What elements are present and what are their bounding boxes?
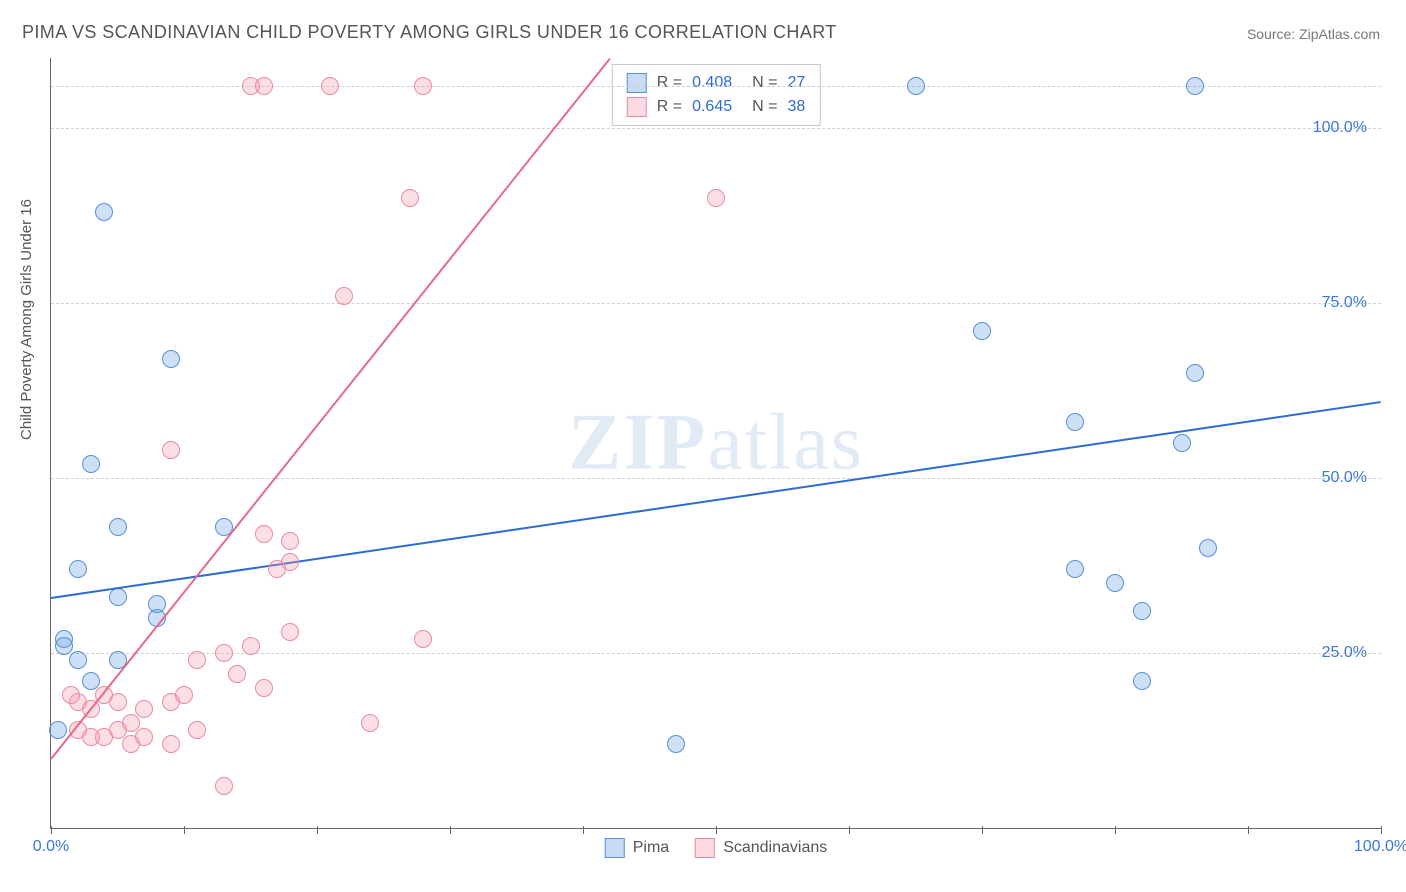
gridline [51,128,1381,129]
watermark-bold: ZIP [568,399,707,487]
data-point[interactable] [1133,602,1151,620]
y-tick-label: 50.0% [1322,469,1367,487]
x-tick-mark [184,826,185,834]
data-point[interactable] [255,679,273,697]
data-point[interactable] [361,714,379,732]
data-point[interactable] [109,588,127,606]
x-tick-label: 0.0% [33,838,69,856]
x-tick-mark [317,826,318,834]
legend-label-pima: Pima [633,839,669,857]
data-point[interactable] [321,77,339,95]
swatch-scandinavians [695,838,715,858]
legend-row-scandinavians: R = 0.645 N = 38 [627,95,806,119]
data-point[interactable] [228,665,246,683]
swatch-scandinavians [627,97,647,117]
y-tick-label: 75.0% [1322,294,1367,312]
watermark-light: atlas [707,399,864,487]
data-point[interactable] [1133,672,1151,690]
r-label: R = [657,95,682,119]
data-point[interactable] [95,203,113,221]
data-point[interactable] [281,532,299,550]
data-point[interactable] [162,350,180,368]
x-tick-mark [51,826,52,834]
r-value-pima: 0.408 [692,71,732,95]
data-point[interactable] [162,441,180,459]
data-point[interactable] [1066,560,1084,578]
series-legend: Pima Scandinavians [605,838,828,858]
x-tick-mark [849,826,850,834]
y-axis-label: Child Poverty Among Girls Under 16 [18,199,35,440]
x-tick-mark [1115,826,1116,834]
x-tick-mark [982,826,983,834]
data-point[interactable] [281,623,299,641]
data-point[interactable] [255,525,273,543]
data-point[interactable] [188,651,206,669]
n-value-pima: 27 [787,71,805,95]
legend-row-pima: R = 0.408 N = 27 [627,71,806,95]
trend-line [51,401,1381,599]
data-point[interactable] [1199,539,1217,557]
data-point[interactable] [1106,574,1124,592]
correlation-legend: R = 0.408 N = 27 R = 0.645 N = 38 [612,64,821,126]
plot-area: ZIPatlas R = 0.408 N = 27 R = 0.645 N = … [50,58,1381,829]
x-tick-mark [1248,826,1249,834]
chart-title: PIMA VS SCANDINAVIAN CHILD POVERTY AMONG… [22,22,837,43]
legend-label-scandinavians: Scandinavians [723,839,827,857]
data-point[interactable] [1186,364,1204,382]
data-point[interactable] [135,700,153,718]
x-tick-mark [716,826,717,834]
data-point[interactable] [49,721,67,739]
n-label: N = [752,71,777,95]
data-point[interactable] [62,686,80,704]
data-point[interactable] [162,735,180,753]
data-point[interactable] [69,560,87,578]
x-tick-mark [1381,826,1382,834]
data-point[interactable] [414,630,432,648]
r-value-scandinavians: 0.645 [692,95,732,119]
watermark: ZIPatlas [568,398,864,489]
data-point[interactable] [973,322,991,340]
data-point[interactable] [335,287,353,305]
data-point[interactable] [707,189,725,207]
data-point[interactable] [82,455,100,473]
y-tick-label: 100.0% [1313,119,1367,137]
trend-line [50,58,610,759]
data-point[interactable] [242,637,260,655]
data-point[interactable] [215,777,233,795]
n-value-scandinavians: 38 [787,95,805,119]
source-link[interactable]: ZipAtlas.com [1299,26,1380,42]
data-point[interactable] [414,77,432,95]
data-point[interactable] [907,77,925,95]
chart-container: PIMA VS SCANDINAVIAN CHILD POVERTY AMONG… [0,0,1406,892]
x-tick-mark [450,826,451,834]
data-point[interactable] [401,189,419,207]
data-point[interactable] [188,721,206,739]
r-label: R = [657,71,682,95]
gridline [51,478,1381,479]
data-point[interactable] [148,595,166,613]
n-label: N = [752,95,777,119]
data-point[interactable] [1186,77,1204,95]
swatch-pima [605,838,625,858]
data-point[interactable] [69,651,87,669]
data-point[interactable] [281,553,299,571]
data-point[interactable] [1066,413,1084,431]
x-tick-mark [583,826,584,834]
data-point[interactable] [162,693,180,711]
data-point[interactable] [122,735,140,753]
data-point[interactable] [255,77,273,95]
data-point[interactable] [1173,434,1191,452]
legend-item-scandinavians[interactable]: Scandinavians [695,838,827,858]
x-tick-label: 100.0% [1354,838,1406,856]
source-attribution: Source: ZipAtlas.com [1247,26,1380,42]
swatch-pima [627,73,647,93]
legend-item-pima[interactable]: Pima [605,838,669,858]
source-prefix: Source: [1247,26,1299,42]
gridline [51,303,1381,304]
y-tick-label: 25.0% [1322,644,1367,662]
data-point[interactable] [109,518,127,536]
data-point[interactable] [667,735,685,753]
data-point[interactable] [215,644,233,662]
